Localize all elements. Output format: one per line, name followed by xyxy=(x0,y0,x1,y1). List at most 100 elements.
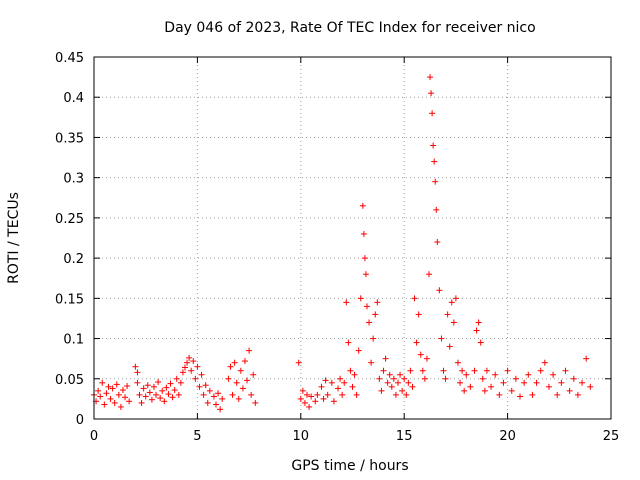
data-point xyxy=(405,379,412,386)
data-point xyxy=(461,387,468,394)
data-point xyxy=(126,398,133,405)
data-point xyxy=(134,379,141,386)
data-point xyxy=(525,371,532,378)
y-tick-label: 0.25 xyxy=(55,212,84,227)
data-point xyxy=(355,347,362,354)
data-point xyxy=(308,393,315,400)
data-point xyxy=(444,311,451,318)
x-tick-label: 10 xyxy=(293,429,310,444)
data-point xyxy=(320,395,327,402)
data-point xyxy=(388,383,395,390)
data-point xyxy=(301,399,308,406)
data-point xyxy=(541,359,548,366)
data-point xyxy=(463,371,470,378)
data-point xyxy=(366,319,373,326)
data-point xyxy=(235,395,242,402)
data-point xyxy=(409,383,416,390)
data-point xyxy=(492,371,499,378)
data-point xyxy=(299,387,306,394)
data-point xyxy=(99,379,106,386)
data-point xyxy=(190,358,197,365)
data-point xyxy=(386,371,393,378)
data-point xyxy=(517,393,524,400)
data-point xyxy=(229,391,236,398)
y-tick-label: 0.35 xyxy=(55,131,84,146)
data-point xyxy=(171,387,178,394)
data-point xyxy=(550,371,557,378)
data-point xyxy=(312,398,319,405)
data-point xyxy=(215,390,222,397)
data-point xyxy=(479,375,486,382)
data-point xyxy=(442,375,449,382)
grid-lines xyxy=(94,57,611,419)
data-point xyxy=(368,359,375,366)
data-point xyxy=(322,377,329,384)
data-point xyxy=(136,391,143,398)
data-point xyxy=(430,142,437,149)
data-point xyxy=(119,387,126,394)
data-point xyxy=(324,391,331,398)
data-point xyxy=(231,359,238,366)
y-tick-label: 0.45 xyxy=(55,51,84,66)
data-point xyxy=(558,379,565,386)
data-point xyxy=(335,385,342,392)
x-tick-label: 25 xyxy=(603,429,620,444)
data-point xyxy=(196,383,203,390)
data-point xyxy=(529,391,536,398)
y-tick-labels: 0 0.05 0.1 0.15 0.2 0.25 0.3 0.35 0.4 0.45 xyxy=(55,51,84,428)
data-point xyxy=(181,364,188,371)
data-point xyxy=(407,367,414,374)
data-point xyxy=(521,379,528,386)
data-point xyxy=(457,379,464,386)
y-tick-label: 0.2 xyxy=(63,252,84,267)
data-point xyxy=(122,394,129,401)
data-point xyxy=(142,393,149,400)
data-point xyxy=(378,387,385,394)
x-axis-label: GPS time / hours xyxy=(291,458,408,474)
data-point xyxy=(508,387,515,394)
data-point xyxy=(177,379,184,386)
data-point xyxy=(175,391,182,398)
data-point xyxy=(372,311,379,318)
data-point xyxy=(360,230,367,237)
data-point xyxy=(202,382,209,389)
data-point xyxy=(163,384,170,391)
data-point xyxy=(227,363,234,370)
data-point xyxy=(370,335,377,342)
data-point xyxy=(233,379,240,386)
data-point xyxy=(339,391,346,398)
data-point xyxy=(533,379,540,386)
data-point xyxy=(192,375,199,382)
data-points xyxy=(91,74,594,413)
data-point xyxy=(415,311,422,318)
data-point xyxy=(583,355,590,362)
data-point xyxy=(179,369,186,376)
data-point xyxy=(241,358,248,365)
data-point xyxy=(144,382,151,389)
data-point xyxy=(574,391,581,398)
data-point xyxy=(562,367,569,374)
data-point xyxy=(101,401,108,408)
data-point xyxy=(361,255,368,262)
data-point xyxy=(438,335,445,342)
data-point xyxy=(473,327,480,334)
data-point xyxy=(448,299,455,306)
data-point xyxy=(107,395,114,402)
data-point xyxy=(330,398,337,405)
data-point xyxy=(481,387,488,394)
data-point xyxy=(403,391,410,398)
data-point xyxy=(440,367,447,374)
data-point xyxy=(433,206,440,213)
data-point xyxy=(246,347,253,354)
data-point xyxy=(148,396,155,403)
data-point xyxy=(446,343,453,350)
data-point xyxy=(194,363,201,370)
data-point xyxy=(496,391,503,398)
data-point xyxy=(115,391,122,398)
data-point xyxy=(248,391,255,398)
data-point xyxy=(450,319,457,326)
data-point xyxy=(237,367,244,374)
data-point xyxy=(554,391,561,398)
data-point xyxy=(95,387,102,394)
data-point xyxy=(217,406,224,413)
